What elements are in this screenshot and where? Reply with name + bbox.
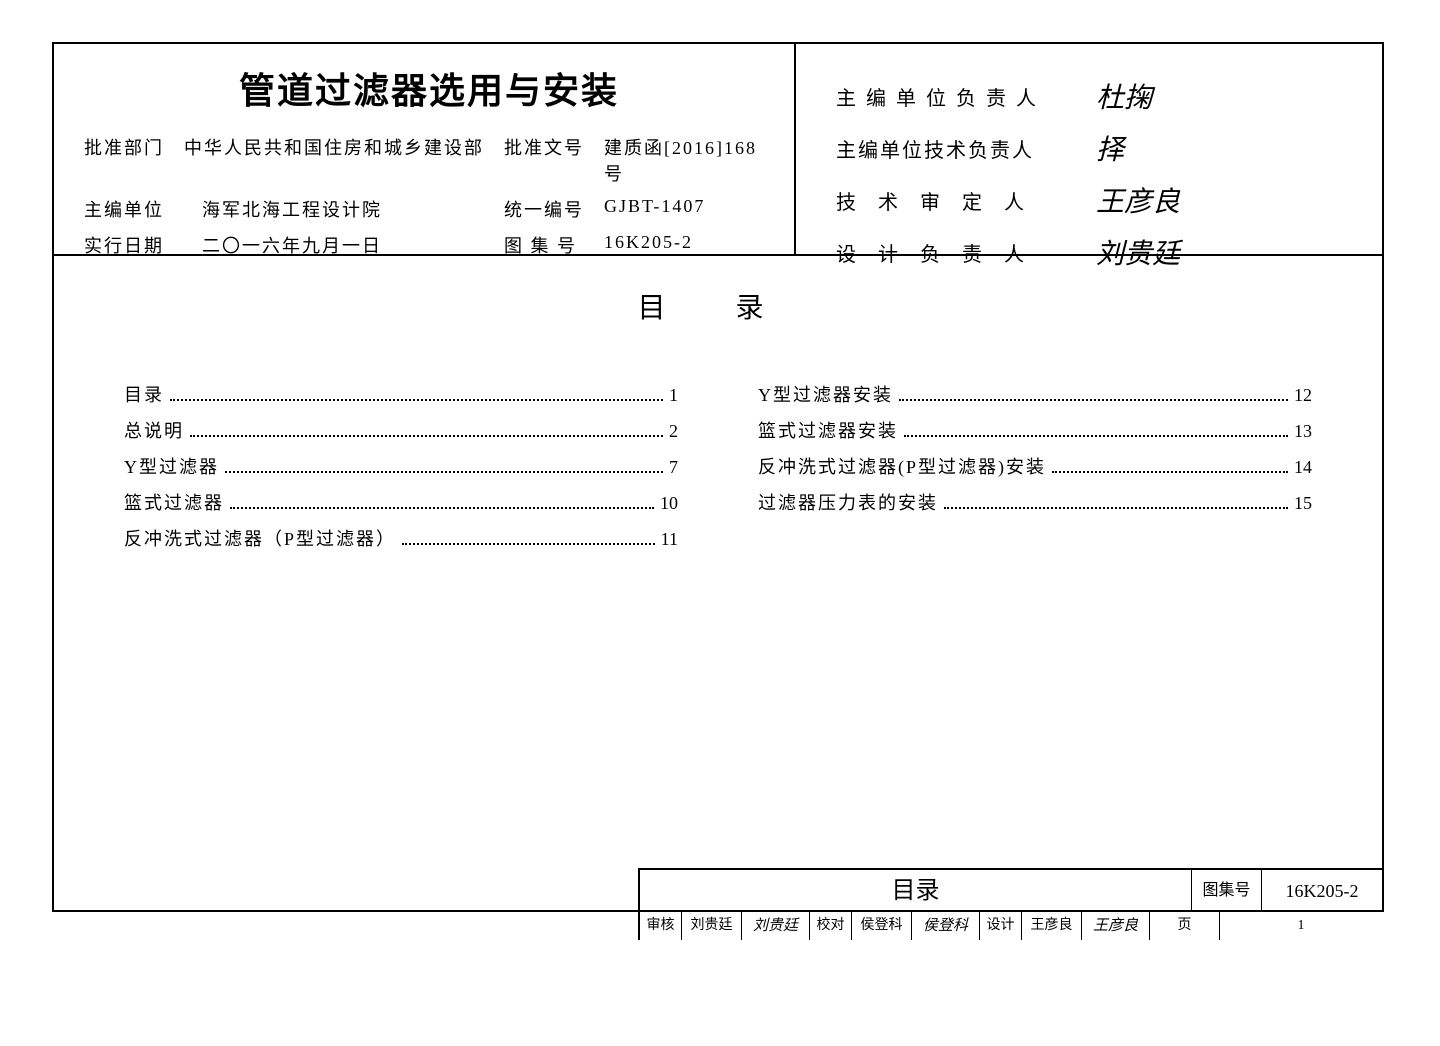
toc-item-page: 2	[669, 421, 678, 442]
toc-item: 反冲洗式过滤器（P型过滤器） 11	[124, 525, 678, 551]
toc-item-page: 11	[661, 529, 678, 550]
toc-item-label: 反冲洗式过滤器(P型过滤器)安装	[758, 453, 1046, 479]
toc-item-label: 过滤器压力表的安装	[758, 489, 938, 515]
drawing-sheet: 管道过滤器选用与安装 批准部门 中华人民共和国住房和城乡建设部 批准文号 建质函…	[52, 42, 1384, 912]
toc-item-label: 反冲洗式过滤器（P型过滤器）	[124, 525, 396, 551]
signer-row: 主编单位负责人 杜掬	[836, 76, 1352, 116]
meta-value: 中华人民共和国住房和城乡建设部	[184, 134, 504, 186]
header-grid: 管道过滤器选用与安装 批准部门 中华人民共和国住房和城乡建设部 批准文号 建质函…	[54, 44, 1382, 256]
toc-item: 反冲洗式过滤器(P型过滤器)安装 14	[758, 453, 1312, 479]
toc-item: 过滤器压力表的安装 15	[758, 489, 1312, 515]
toc-item-page: 7	[669, 457, 678, 478]
toc-item: 目录 1	[124, 381, 678, 407]
signature: 刘贵廷	[1096, 232, 1180, 272]
signature: 杜掬	[1096, 76, 1152, 116]
toc-item-label: 篮式过滤器	[124, 489, 224, 515]
title-block: 目录 图集号 16K205-2 审核 刘贵廷 刘贵廷 校对 侯登科 侯登科 设计…	[638, 868, 1382, 940]
signer-row: 主编单位技术负责人 择	[836, 128, 1352, 168]
meta-value: GJBT-1407	[604, 196, 774, 222]
toc-column-left: 目录 1 总说明 2 Y型过滤器 7 篮式过滤器 10 反冲洗式过滤器（P型过滤器） 11	[124, 371, 678, 561]
footer-cell-signature: 王彦良	[1082, 912, 1150, 940]
footer-cell-page-label: 页	[1150, 912, 1220, 940]
footer-cell-signature: 侯登科	[912, 912, 980, 940]
meta-value: 建质函[2016]168号	[604, 134, 774, 186]
toc-leader-dots	[170, 399, 663, 401]
toc-leader-dots	[190, 435, 663, 437]
toc-item-page: 14	[1294, 457, 1312, 478]
footer-cell-label: 校对	[810, 912, 852, 940]
toc-item: 篮式过滤器 10	[124, 489, 678, 515]
footer-cell-name: 王彦良	[1022, 912, 1082, 940]
meta-label: 主编单位	[84, 196, 184, 222]
document-title: 管道过滤器选用与安装	[84, 62, 774, 114]
meta-label: 批准部门	[84, 134, 184, 186]
meta-value: 海军北海工程设计院	[184, 196, 504, 222]
meta-row-3: 实行日期 二〇一六年九月一日 图 集 号 16K205-2	[84, 232, 774, 258]
footer-code-label: 图集号	[1192, 870, 1262, 911]
toc-item: 总说明 2	[124, 417, 678, 443]
title-block-row1: 目录 图集号 16K205-2	[640, 870, 1382, 912]
toc-item-label: 目录	[124, 381, 164, 407]
body-area: 目录 目录 1 总说明 2 Y型过滤器 7 篮式过滤器 10 反冲洗式过滤器（P型过滤器） 11 …	[54, 286, 1382, 940]
header-right: 主编单位负责人 杜掬 主编单位技术负责人 择 技术审定人 王彦良 设计负责人 刘…	[796, 44, 1382, 254]
meta-label: 图 集 号	[504, 232, 604, 258]
signature: 择	[1096, 128, 1124, 168]
toc-item: 篮式过滤器安装 13	[758, 417, 1312, 443]
signer-row: 设计负责人 刘贵廷	[836, 232, 1352, 272]
toc-item-page: 15	[1294, 493, 1312, 514]
toc-leader-dots	[230, 507, 654, 509]
toc-item-page: 1	[669, 385, 678, 406]
title-block-row2: 审核 刘贵廷 刘贵廷 校对 侯登科 侯登科 设计 王彦良 王彦良 页 1	[640, 912, 1382, 940]
meta-label: 统一编号	[504, 196, 604, 222]
toc-leader-dots	[225, 471, 663, 473]
footer-cell-label: 审核	[640, 912, 682, 940]
toc-item-page: 12	[1294, 385, 1312, 406]
signer-label: 设计负责人	[836, 238, 1096, 267]
meta-row-1: 批准部门 中华人民共和国住房和城乡建设部 批准文号 建质函[2016]168号	[84, 134, 774, 186]
footer-cell-signature: 刘贵廷	[742, 912, 810, 940]
header-left: 管道过滤器选用与安装 批准部门 中华人民共和国住房和城乡建设部 批准文号 建质函…	[54, 44, 796, 254]
toc-leader-dots	[944, 507, 1288, 509]
signer-label: 主编单位负责人	[836, 82, 1096, 111]
footer-title: 目录	[640, 870, 1192, 911]
toc-item-label: Y型过滤器	[124, 453, 219, 479]
signature: 王彦良	[1096, 180, 1180, 220]
signer-row: 技术审定人 王彦良	[836, 180, 1352, 220]
footer-cell-name: 刘贵廷	[682, 912, 742, 940]
toc-leader-dots	[899, 399, 1288, 401]
toc-title: 目录	[89, 286, 1382, 326]
signer-label: 技术审定人	[836, 186, 1096, 215]
signer-label: 主编单位技术负责人	[836, 134, 1096, 163]
meta-label: 批准文号	[504, 134, 604, 186]
toc-item-page: 10	[660, 493, 678, 514]
meta-value: 16K205-2	[604, 232, 774, 258]
toc-leader-dots	[402, 543, 655, 545]
meta-value: 二〇一六年九月一日	[184, 232, 504, 258]
toc-columns: 目录 1 总说明 2 Y型过滤器 7 篮式过滤器 10 反冲洗式过滤器（P型过滤器） 11 Y型过…	[54, 371, 1382, 561]
toc-item-label: Y型过滤器安装	[758, 381, 893, 407]
toc-item-label: 篮式过滤器安装	[758, 417, 898, 443]
toc-item-page: 13	[1294, 421, 1312, 442]
footer-cell-name: 侯登科	[852, 912, 912, 940]
toc-column-right: Y型过滤器安装 12 篮式过滤器安装 13 反冲洗式过滤器(P型过滤器)安装 14 过滤器压…	[758, 371, 1312, 561]
meta-row-2: 主编单位 海军北海工程设计院 统一编号 GJBT-1407	[84, 196, 774, 222]
toc-item: Y型过滤器安装 12	[758, 381, 1312, 407]
footer-code-value: 16K205-2	[1262, 870, 1382, 911]
toc-leader-dots	[904, 435, 1288, 437]
footer-cell-label: 设计	[980, 912, 1022, 940]
footer-cell-page-number: 1	[1220, 912, 1382, 940]
toc-item: Y型过滤器 7	[124, 453, 678, 479]
meta-label: 实行日期	[84, 232, 184, 258]
toc-item-label: 总说明	[124, 417, 184, 443]
toc-leader-dots	[1052, 471, 1288, 473]
